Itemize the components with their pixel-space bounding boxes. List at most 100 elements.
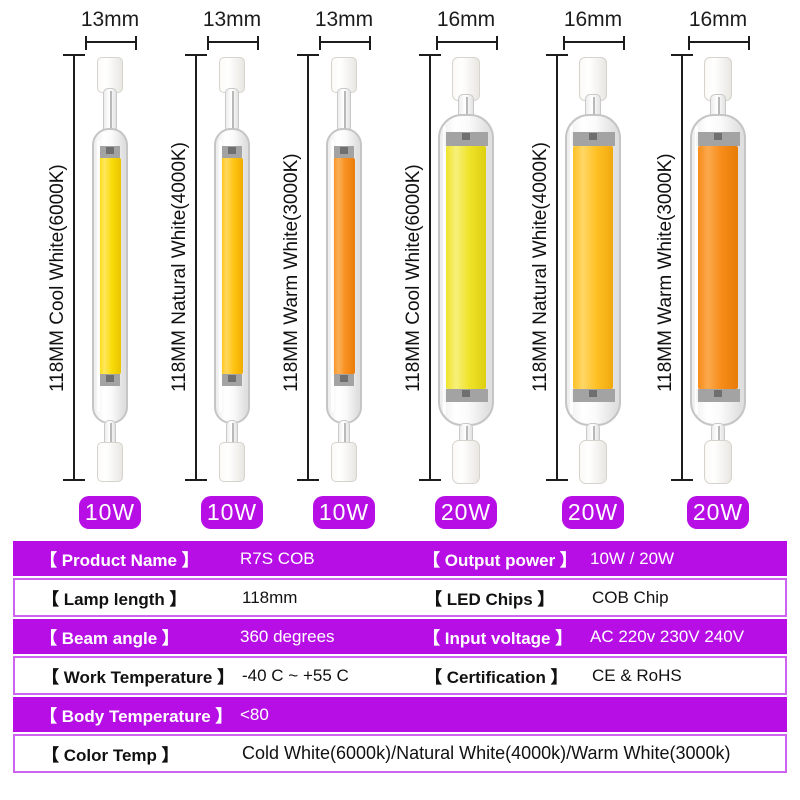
length-dimension-line: [556, 55, 558, 481]
dimension-tick-top: [419, 54, 441, 56]
dimension-tick-bottom: [63, 479, 85, 481]
spec-value: Cold White(6000k)/Natural White(4000k)/W…: [242, 743, 731, 763]
dimension-tick-top: [671, 54, 693, 56]
lamp-column-13mm-cool-white: 13mm 118MM Cool White(6000K) 10W: [44, 0, 176, 535]
electrode-bottom: [100, 374, 120, 386]
electrode-bottom: [222, 374, 242, 386]
led-cob-strip: [573, 146, 613, 389]
length-color-label: 118MM Natural White(4000K): [169, 142, 190, 392]
lamp-column-16mm-warm-white: 16mm 118MM Warm White(3000K) 20W: [652, 0, 784, 535]
spec-label: 【 Work Temperature 】: [42, 668, 235, 687]
ceramic-cap-top: [579, 57, 607, 101]
ceramic-cap-top: [704, 57, 732, 101]
diameter-bracket: [319, 36, 371, 50]
glass-tube: [690, 114, 746, 426]
electrode-top: [100, 146, 120, 158]
length-color-label: 118MM Warm White(3000K): [281, 153, 302, 392]
ceramic-cap-bottom: [452, 440, 480, 484]
diameter-label: 13mm: [202, 8, 262, 31]
metal-band-bottom: [571, 389, 615, 402]
led-cob-strip: [221, 158, 243, 374]
spec-label: 【 Body Temperature 】: [40, 707, 233, 726]
spec-value: 360 degrees: [240, 626, 335, 646]
spec-label: 【 Product Name 】: [40, 551, 199, 570]
spec-label: 【 Lamp length 】: [42, 590, 187, 609]
diameter-bracket: [207, 36, 259, 50]
glass-tube: [214, 128, 250, 424]
spec-row: 【 Product Name 】 R7S COB 【 Output power …: [13, 539, 787, 578]
diameter-label: 16mm: [436, 8, 496, 31]
dimension-tick-bottom: [671, 479, 693, 481]
electrode-top: [222, 146, 242, 158]
spec-value: R7S COB: [240, 548, 315, 568]
diameter-bracket: [436, 36, 498, 50]
wattage-badge: 20W: [562, 496, 624, 529]
glass-tube: [565, 114, 621, 426]
diameter-label: 13mm: [80, 8, 140, 31]
dimension-tick-top: [63, 54, 85, 56]
lamp-column-16mm-natural-white: 16mm 118MM Natural White(4000K) 20W: [527, 0, 659, 535]
spec-value: <80: [240, 704, 269, 724]
diameter-bracket: [688, 36, 750, 50]
spec-label: 【 Color Temp 】: [42, 746, 179, 765]
diameter-label: 16mm: [688, 8, 748, 31]
length-color-label: 118MM Natural White(4000K): [530, 142, 551, 392]
dimension-tick-bottom: [297, 479, 319, 481]
led-cob-strip: [333, 158, 355, 374]
glass-tube: [438, 114, 494, 426]
spec-label: 【 Certification 】: [425, 668, 568, 687]
spec-label: 【 Input voltage 】: [423, 629, 573, 648]
diameter-bracket: [85, 36, 137, 50]
ceramic-cap-bottom: [331, 442, 357, 482]
ceramic-cap-bottom: [219, 442, 245, 482]
led-cob-strip: [698, 146, 738, 389]
length-dimension-line: [195, 55, 197, 481]
spec-value: AC 220v 230V 240V: [590, 626, 745, 646]
spec-label: 【 LED Chips 】: [425, 590, 555, 609]
metal-band-bottom: [444, 389, 488, 402]
lamp-column-16mm-cool-white: 16mm 118MM Cool White(6000K) 20W: [400, 0, 532, 535]
dimension-tick-bottom: [546, 479, 568, 481]
spec-value: 118mm: [242, 587, 298, 607]
ceramic-cap-top: [331, 57, 357, 93]
glass-neck-bottom: [226, 420, 238, 448]
metal-band-top: [696, 132, 740, 146]
length-dimension-line: [681, 55, 683, 481]
spec-value: CE & RoHS: [592, 665, 682, 685]
spec-value: -40 C ~ +55 C: [242, 665, 349, 685]
wattage-badge: 20W: [435, 496, 497, 529]
glass-neck-top: [337, 88, 351, 134]
metal-band-top: [571, 132, 615, 146]
diameter-bracket: [563, 36, 625, 50]
glass-tube: [326, 128, 362, 424]
wattage-badge: 10W: [313, 496, 375, 529]
ceramic-cap-bottom: [579, 440, 607, 484]
spec-row: 【 Lamp length 】 118mm 【 LED Chips 】 COB …: [13, 578, 787, 617]
ceramic-cap-top: [97, 57, 123, 93]
electrode-top: [334, 146, 354, 158]
length-color-label: 118MM Warm White(3000K): [655, 153, 676, 392]
led-cob-strip: [99, 158, 121, 374]
glass-tube: [92, 128, 128, 424]
electrode-bottom: [334, 374, 354, 386]
metal-band-top: [444, 132, 488, 146]
length-color-label: 118MM Cool White(6000K): [47, 164, 68, 392]
glass-neck-top: [103, 88, 117, 134]
dimension-tick-top: [546, 54, 568, 56]
diameter-label: 13mm: [314, 8, 374, 31]
wattage-badge: 20W: [687, 496, 749, 529]
spec-value: COB Chip: [592, 587, 669, 607]
dimension-tick-bottom: [185, 479, 207, 481]
wattage-badge: 10W: [79, 496, 141, 529]
length-dimension-line: [73, 55, 75, 481]
spec-row: 【 Work Temperature 】 -40 C ~ +55 C 【 Cer…: [13, 656, 787, 695]
spec-label: 【 Output power 】: [423, 551, 577, 570]
spec-row: 【 Body Temperature 】 <80: [13, 695, 787, 734]
length-color-label: 118MM Cool White(6000K): [403, 164, 424, 392]
ceramic-cap-bottom: [97, 442, 123, 482]
dimension-tick-top: [185, 54, 207, 56]
dimension-tick-bottom: [419, 479, 441, 481]
wattage-badge: 10W: [201, 496, 263, 529]
spec-value: 10W / 20W: [590, 548, 675, 568]
